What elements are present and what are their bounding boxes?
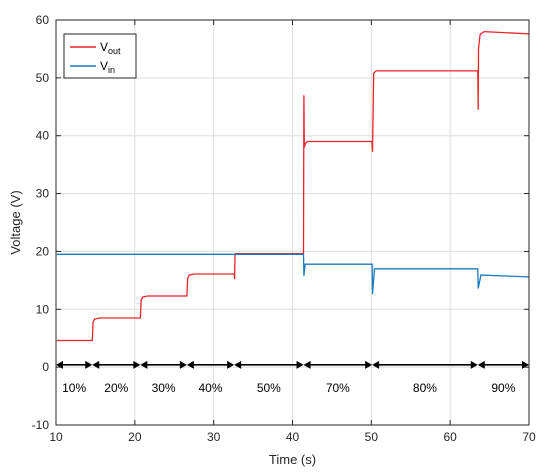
segment-label: 80% [413,381,437,395]
segment-arrowhead-right [133,360,141,369]
segment-label: 10% [62,381,86,395]
x-tick-label: 70 [522,430,536,444]
x-tick-label: 60 [443,430,457,444]
segment-arrowhead-right [296,360,304,369]
segment-label: 20% [104,381,128,395]
segment-arrowhead-left [477,360,485,369]
segment-arrowhead-left [186,360,194,369]
y-tick-label: 30 [36,187,50,201]
y-axis-title: Voltage (V) [8,190,23,254]
segment-arrowhead-left [303,360,311,369]
legend: Vout Vin [63,33,137,79]
series-lines [56,30,530,342]
x-tick-label: 10 [49,430,63,444]
x-tick-label: 30 [207,430,221,444]
x-tick-label: 50 [365,430,379,444]
legend-label: Vout [100,40,121,56]
legend-box [63,33,137,79]
x-tick-label: 40 [286,430,300,444]
segment-arrowhead-left [372,360,380,369]
series-line-in [56,253,530,295]
segment-label: 50% [257,381,281,395]
segment-label: 30% [152,381,176,395]
segment-arrowhead-left [56,360,63,369]
legend-label: Vin [100,59,115,75]
segment-arrowhead-right [365,360,373,369]
y-tick-label: 50 [36,71,50,85]
segment-arrowhead-right [522,360,529,369]
segment-arrowhead-right [179,360,187,369]
y-tick-label: -10 [32,418,50,432]
segment-arrowhead-right [85,360,93,369]
x-tick-label: 20 [128,430,142,444]
segment-label: 40% [198,381,222,395]
segment-arrowhead-right [227,360,235,369]
x-axis-title: Time (s) [269,452,316,467]
segment-arrowhead-left [234,360,242,369]
segment-arrowhead-left [92,360,100,369]
y-tick-label: 10 [36,302,50,316]
y-tick-label: 40 [36,129,50,143]
segment-arrowhead-right [470,360,478,369]
segment-arrowhead-left [140,360,148,369]
y-tick-label: 20 [36,244,50,258]
duty-cycle-annotations: 10% 20% 30% 40% 50% 70% 80% 90% [56,360,529,395]
y-tick-label: 0 [42,360,49,374]
y-tick-label: 60 [36,13,50,27]
segment-label: 70% [326,381,350,395]
axis-ticks: 10 20 30 40 50 60 70 -10 0 10 20 30 40 50 60 [32,13,536,444]
segment-label: 90% [491,381,515,395]
